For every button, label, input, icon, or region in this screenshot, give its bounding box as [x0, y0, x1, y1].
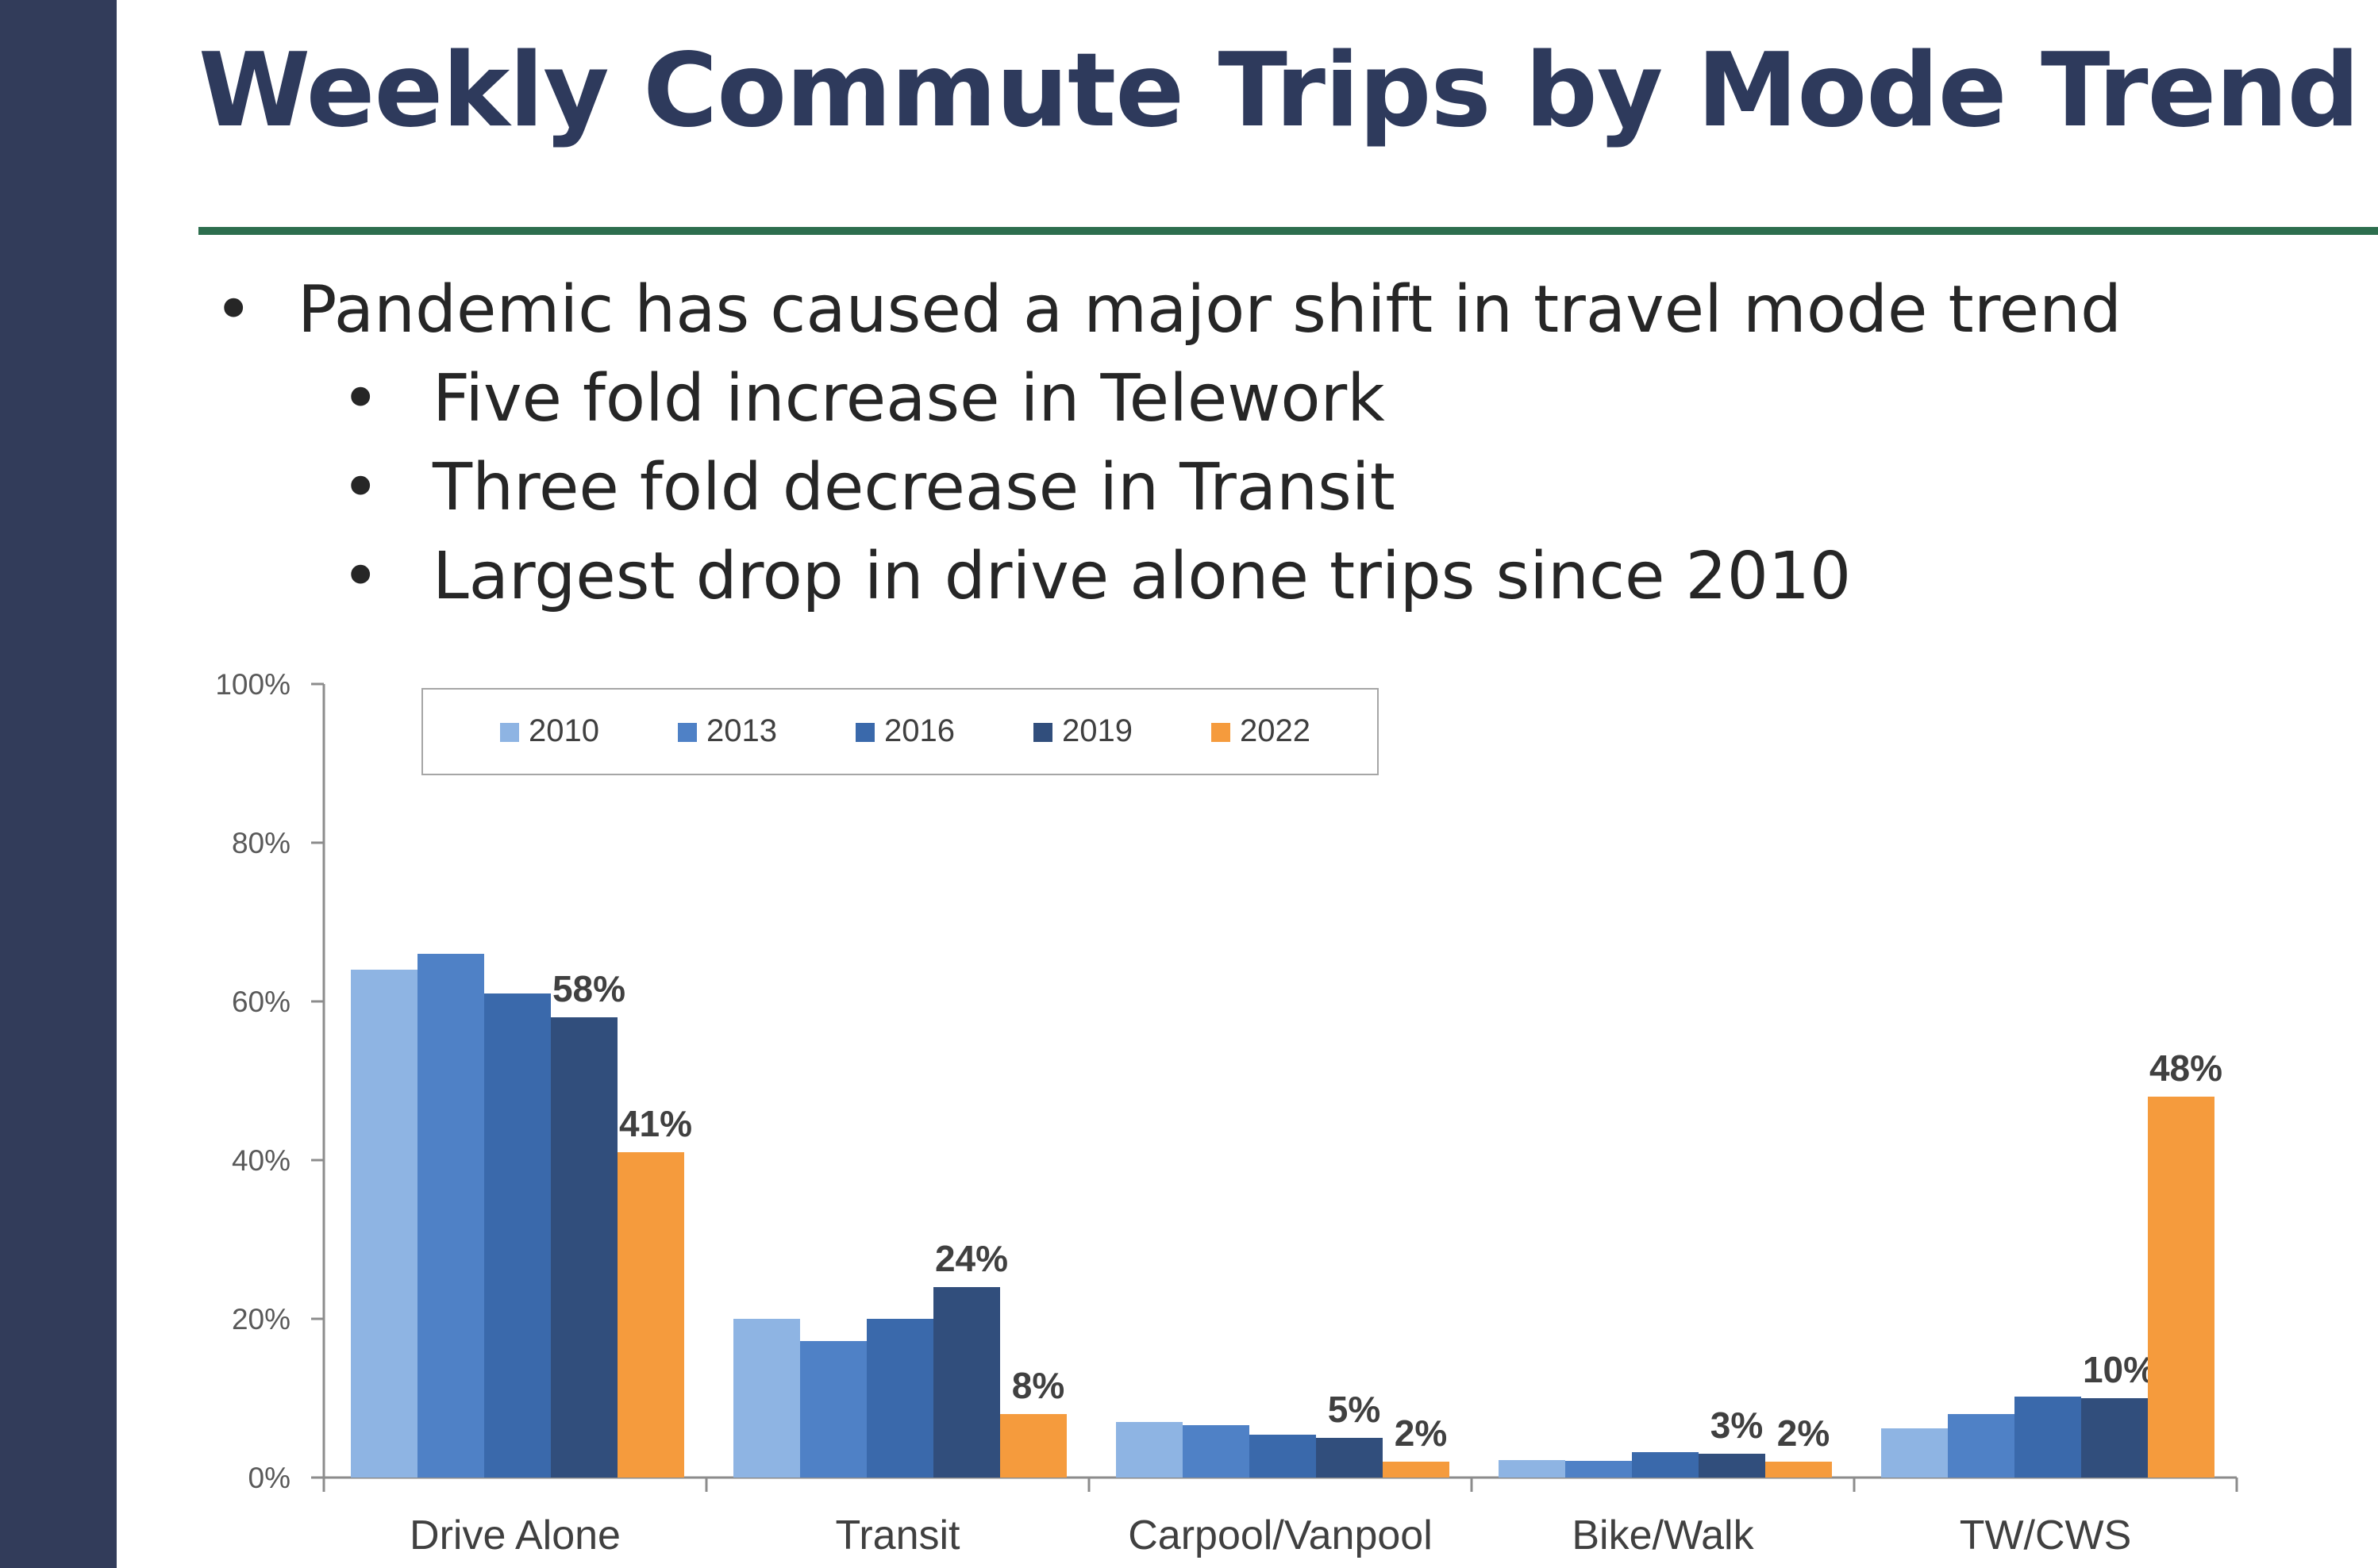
bar [1632, 1452, 1699, 1478]
bullet-text: Pandemic has caused a major shift in tra… [298, 272, 2122, 348]
bar [1183, 1425, 1249, 1478]
bar [733, 1319, 800, 1478]
sidebar-band [0, 0, 117, 1568]
bar [484, 993, 551, 1478]
bullet-text: Three fold decrease in Transit [433, 450, 1395, 525]
bar [1000, 1414, 1067, 1478]
bar [2081, 1398, 2148, 1478]
bar [800, 1341, 867, 1478]
bar [1765, 1462, 1832, 1478]
bar-chart: 0% 20% 40% 60% 80% 100% Drive Alone Transit Carp… [215, 668, 2238, 1558]
x-category-label: Transit [836, 1512, 961, 1558]
data-label: 5% [1328, 1389, 1380, 1430]
bullet-item: • Five fold increase in Telework [214, 355, 2122, 444]
legend-swatch [500, 723, 519, 742]
data-label: 2% [1395, 1412, 1447, 1454]
bar [417, 954, 484, 1478]
y-tick-label: 100% [215, 668, 291, 701]
bullet-item: • Pandemic has caused a major shift in t… [214, 266, 2122, 355]
bar [551, 1017, 618, 1478]
x-category-label: Bike/Walk [1572, 1512, 1754, 1558]
bar [2148, 1097, 2214, 1478]
y-tick-label: 20% [232, 1303, 291, 1335]
y-tick-label: 60% [232, 986, 291, 1018]
data-label: 8% [1012, 1365, 1064, 1406]
data-label: 41% [619, 1103, 692, 1144]
bullet-dot-icon: • [341, 450, 380, 525]
data-label: 10% [2083, 1349, 2156, 1390]
x-category-label: Drive Alone [410, 1512, 621, 1558]
bar [2014, 1397, 2081, 1478]
bullet-item: • Largest drop in drive alone trips sinc… [214, 532, 2122, 621]
bar [1116, 1422, 1183, 1478]
x-category-label: Carpool/Vanpool [1128, 1512, 1433, 1558]
bar [1383, 1462, 1449, 1478]
bar [867, 1319, 933, 1478]
x-category-label: TW/CWS [1960, 1512, 2132, 1558]
bar [1249, 1435, 1316, 1478]
bar [1316, 1438, 1383, 1478]
legend-label: 2010 [529, 713, 599, 748]
bar [1948, 1414, 2014, 1478]
bar [1699, 1454, 1765, 1478]
legend-swatch [1211, 723, 1230, 742]
bar [351, 970, 417, 1478]
legend-swatch [678, 723, 697, 742]
bullet-text: Largest drop in drive alone trips since … [433, 539, 1852, 614]
data-label: 24% [935, 1238, 1008, 1279]
bar [1881, 1428, 1948, 1478]
y-tick-label: 80% [232, 827, 291, 859]
bar [618, 1152, 684, 1478]
data-label: 2% [1777, 1412, 1830, 1454]
bar [1499, 1460, 1565, 1478]
bullet-dot-icon: • [341, 361, 380, 436]
legend-swatch [856, 723, 875, 742]
slide-title: Weekly Commute Trips by Mode Trend [198, 32, 2360, 150]
bar [933, 1287, 1000, 1478]
data-label: 48% [2149, 1047, 2222, 1089]
legend-label: 2016 [884, 713, 955, 748]
data-label: 58% [552, 968, 625, 1009]
legend-label: 2019 [1062, 713, 1133, 748]
bullet-dot-icon: • [341, 539, 380, 614]
legend-label: 2013 [706, 713, 777, 748]
legend-swatch [1033, 723, 1052, 742]
bar [1565, 1461, 1632, 1478]
legend-label: 2022 [1240, 713, 1310, 748]
bullet-text: Five fold increase in Telework [433, 361, 1385, 436]
title-divider [198, 227, 2378, 235]
bullet-item: • Three fold decrease in Transit [214, 444, 2122, 532]
y-tick-label: 40% [232, 1144, 291, 1177]
data-label: 3% [1710, 1405, 1763, 1446]
y-tick-label: 0% [248, 1462, 291, 1494]
bullet-list: • Pandemic has caused a major shift in t… [214, 266, 2122, 621]
bullet-dot-icon: • [214, 272, 253, 348]
